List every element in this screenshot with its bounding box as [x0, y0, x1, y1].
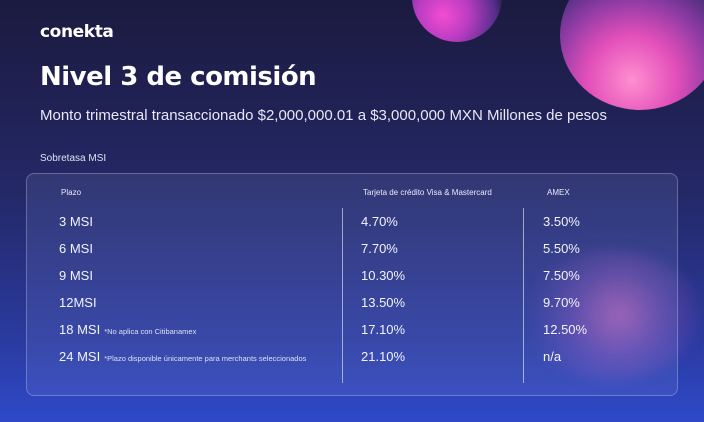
page-title: Nivel 3 de comisión — [40, 62, 317, 92]
commission-table: Plazo Tarjeta de crédito Visa & Masterca… — [26, 173, 678, 396]
table-row: 3 MSI 4.70% 3.50% — [27, 214, 679, 234]
visa-mastercard-rate: 7.70% — [361, 241, 398, 256]
decorative-orb-small — [412, 0, 502, 42]
column-divider — [523, 208, 524, 383]
amex-rate: 12.50% — [543, 322, 588, 337]
plazo-cell: 3 MSI — [59, 214, 93, 229]
amex-rate: 9.70% — [543, 295, 580, 310]
plazo-cell: 18 MSI *No aplica con Citibanamex — [59, 322, 197, 337]
amex-rate: n/a — [543, 349, 562, 364]
amex-rate: 7.50% — [543, 268, 580, 283]
page-subtitle: Monto trimestral transaccionado $2,000,0… — [40, 107, 608, 124]
conekta-logo: conekta — [40, 22, 114, 42]
table-row: 9 MSI 10.30% 7.50% — [27, 268, 679, 288]
column-header-plazo: Plazo — [61, 188, 82, 197]
plazo-note: *Plazo disponible únicamente para mercha… — [104, 354, 307, 363]
visa-mastercard-rate: 13.50% — [361, 295, 406, 310]
column-divider — [342, 208, 343, 383]
amex-rate: 5.50% — [543, 241, 580, 256]
section-label: Sobretasa MSI — [40, 153, 107, 164]
decorative-orb-large — [560, 0, 704, 110]
plazo-cell: 24 MSI *Plazo disponible únicamente para … — [59, 349, 307, 364]
plazo-cell: 9 MSI — [59, 268, 93, 283]
amex-rate: 3.50% — [543, 214, 580, 229]
plazo-cell: 6 MSI — [59, 241, 93, 256]
visa-mastercard-rate: 4.70% — [361, 214, 398, 229]
decorative-glow — [520, 250, 700, 380]
visa-mastercard-rate: 17.10% — [361, 322, 406, 337]
visa-mastercard-rate: 21.10% — [361, 349, 406, 364]
table-row: 6 MSI 7.70% 5.50% — [27, 241, 679, 261]
column-header-visa-mastercard: Tarjeta de crédito Visa & Mastercard — [363, 188, 492, 197]
table-row: 24 MSI *Plazo disponible únicamente para … — [27, 349, 679, 369]
column-header-amex: AMEX — [547, 188, 570, 197]
visa-mastercard-rate: 10.30% — [361, 268, 406, 283]
plazo-note: *No aplica con Citibanamex — [104, 327, 197, 336]
table-row: 18 MSI *No aplica con Citibanamex 17.10% … — [27, 322, 679, 342]
table-row: 12MSI 13.50% 9.70% — [27, 295, 679, 315]
plazo-cell: 12MSI — [59, 295, 97, 310]
